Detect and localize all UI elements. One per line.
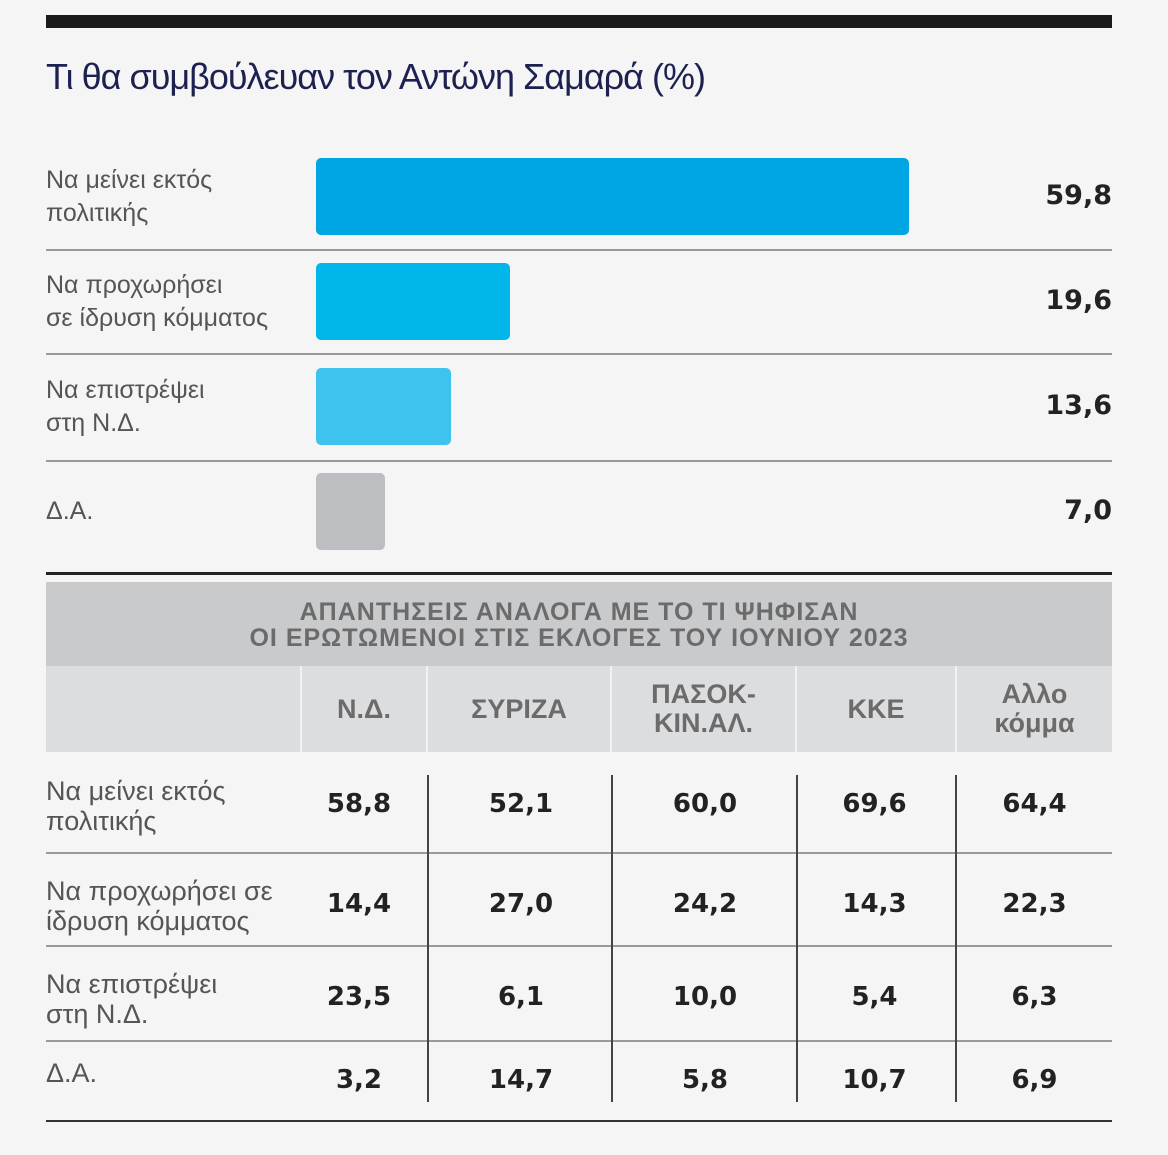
table-cell: 27,0 <box>488 889 554 919</box>
table-cell: 14,4 <box>326 889 392 919</box>
bar-label-line: στη Ν.Δ. <box>46 409 141 437</box>
bar-value-label: 19,6 <box>1045 285 1112 316</box>
table-cell: 58,8 <box>326 789 392 819</box>
row-separator <box>46 460 1112 462</box>
bar-label-line: Να μείνει εκτός <box>46 166 213 194</box>
bar-label: Δ.Α. <box>46 495 316 528</box>
column-divider <box>796 775 798 1102</box>
table-cell: 60,0 <box>672 789 738 819</box>
bar-value-label: 59,8 <box>1045 180 1112 211</box>
row-label-line: στη Ν.Δ. <box>46 999 149 1029</box>
column-header: ΠΑΣΟΚ- ΚΙΝ.ΑΛ. <box>610 666 795 752</box>
column-header-line: Ν.Δ. <box>337 693 391 724</box>
table-cell: 52,1 <box>488 789 554 819</box>
top-rule <box>46 15 1112 28</box>
bar-label-line: πολιτικής <box>46 199 149 227</box>
bar-value-label: 7,0 <box>1064 495 1112 526</box>
divider <box>46 572 1112 575</box>
row-label-line: Να μείνει εκτός <box>46 776 226 806</box>
table-title-line: ΑΠΑΝΤΗΣΕΙΣ ΑΝΑΛΟΓΑ ΜΕ ΤΟ ΤΙ ΨΗΦΙΣΑΝ <box>299 598 859 626</box>
bar <box>316 473 386 550</box>
row-label: Να προχωρήσει σε ίδρυση κόμματος <box>46 876 306 936</box>
table-cell: 69,6 <box>842 789 907 819</box>
bottom-rule <box>46 1120 1112 1122</box>
column-header: Ν.Δ. <box>300 666 426 752</box>
column-divider <box>611 775 613 1102</box>
row-separator <box>46 249 1112 251</box>
bar <box>316 263 511 340</box>
row-label: Να μείνει εκτός πολιτικής <box>46 776 306 836</box>
row-separator <box>46 353 1112 355</box>
row-separator <box>46 852 1112 854</box>
table-title-line: ΟΙ ΕΡΩΤΩΜΕΝΟΙ ΣΤΙΣ ΕΚΛΟΓΕΣ ΤΟΥ ΙΟΥΝΙΟΥ 2… <box>249 624 909 652</box>
column-header-line: ΠΑΣΟΚ- <box>651 679 756 709</box>
table-cell: 6,9 <box>1011 1065 1058 1095</box>
bar-label: Να μείνει εκτός πολιτικής <box>46 164 316 230</box>
bar-label: Να προχωρήσει σε ίδρυση κόμματος <box>46 269 316 335</box>
row-label-line: Να προχωρήσει σε <box>46 876 273 906</box>
column-header-line: ΚΚΕ <box>847 693 905 724</box>
column-header: ΚΚΕ <box>795 666 955 752</box>
row-label-line: ίδρυση κόμματος <box>46 906 250 936</box>
column-header: ΣΥΡΙΖΑ <box>426 666 610 752</box>
row-label: Να επιστρέψει στη Ν.Δ. <box>46 969 306 1029</box>
bar-label-line: Να προχωρήσει <box>46 271 223 299</box>
bar-label: Να επιστρέψει στη Ν.Δ. <box>46 374 316 440</box>
row-label-line: Δ.Α. <box>46 1058 98 1088</box>
column-header: Αλλο κόμμα <box>955 666 1112 752</box>
bar-value-label: 13,6 <box>1045 390 1112 421</box>
bar-label-line: σε ίδρυση κόμματος <box>46 304 268 332</box>
column-divider <box>955 775 957 1102</box>
table-cell: 5,4 <box>851 982 898 1012</box>
bar-label-line: Δ.Α. <box>46 497 94 525</box>
column-header-line: ΣΥΡΙΖΑ <box>471 693 567 724</box>
table-cell: 22,3 <box>1002 889 1067 919</box>
table-cell: 24,2 <box>672 889 738 919</box>
table-cell: 6,3 <box>1011 982 1058 1012</box>
table-cell: 5,8 <box>681 1065 729 1095</box>
table-column-header: Ν.Δ. ΣΥΡΙΖΑ ΠΑΣΟΚ- ΚΙΝ.ΑΛ. ΚΚΕ Αλλο κόμμα <box>46 666 1112 752</box>
chart-title: Τι θα συμβούλευαν τον Αντώνη Σαμαρά (%) <box>46 56 706 97</box>
table-cell: 10,7 <box>842 1065 907 1095</box>
bar <box>316 158 910 235</box>
column-header-line: Αλλο <box>1001 679 1068 709</box>
table-title: ΑΠΑΝΤΗΣΕΙΣ ΑΝΑΛΟΓΑ ΜΕ ΤΟ ΤΙ ΨΗΦΙΣΑΝ ΟΙ Ε… <box>46 582 1112 666</box>
row-label-line: πολιτικής <box>46 806 157 836</box>
column-header-line: ΚΙΝ.ΑΛ. <box>653 708 753 738</box>
table-cell: 6,1 <box>497 982 545 1012</box>
row-label-line: Να επιστρέψει <box>46 969 218 999</box>
table-cell: 64,4 <box>1002 789 1067 819</box>
table-cell: 14,7 <box>488 1065 554 1095</box>
bar <box>316 368 451 445</box>
table-cell: 10,0 <box>672 982 738 1012</box>
table-cell: 14,3 <box>842 889 907 919</box>
table-cell: 3,2 <box>335 1065 383 1095</box>
column-header-line: κόμμα <box>994 708 1075 738</box>
row-label: Δ.Α. <box>46 1058 306 1088</box>
table-cell: 23,5 <box>326 982 392 1012</box>
bar-label-line: Να επιστρέψει <box>46 376 205 404</box>
row-separator <box>46 1040 1112 1042</box>
row-separator <box>46 945 1112 947</box>
column-divider <box>427 775 429 1102</box>
